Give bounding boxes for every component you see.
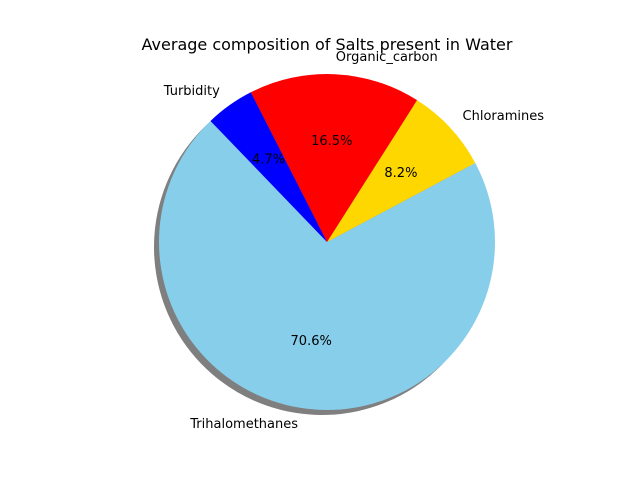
pie-slice-organic-carbon — [250, 74, 418, 242]
slice-label-organic-carbon: Organic_carbon — [336, 50, 438, 65]
slice-label-turbidity: Turbidity — [163, 84, 220, 99]
pie-slice-chloramines — [327, 100, 476, 242]
slice-percent-chloramines: 8.2% — [384, 166, 417, 181]
slice-percent-turbidity: 4.7% — [252, 152, 285, 167]
pie-labels: Trihalomethanes 70.6% Chloramines 8.2% Organ… — [163, 50, 544, 432]
pie-slice-turbidity — [210, 92, 327, 242]
pie-slices — [159, 74, 495, 410]
slice-label-trihalomethanes: Trihalomethanes — [189, 417, 298, 432]
slice-percent-organic-carbon: 16.5% — [311, 134, 352, 149]
slice-percent-trihalomethanes: 70.6% — [291, 334, 332, 349]
pie-slice-trihalomethanes — [159, 120, 495, 410]
slice-label-chloramines: Chloramines — [463, 109, 545, 124]
chart-title: Average composition of Salts present in … — [142, 35, 513, 54]
